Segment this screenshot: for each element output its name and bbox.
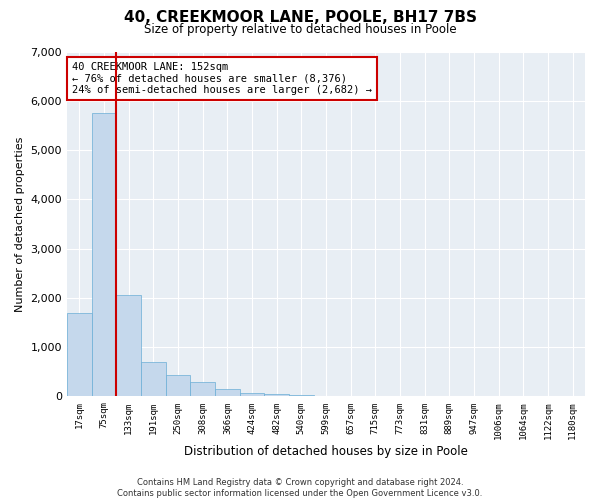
Bar: [239, 392, 265, 396]
Bar: [116, 296, 141, 396]
Bar: [215, 389, 239, 396]
Bar: [141, 362, 166, 396]
X-axis label: Distribution of detached houses by size in Poole: Distribution of detached houses by size …: [184, 444, 468, 458]
Text: Size of property relative to detached houses in Poole: Size of property relative to detached ho…: [143, 22, 457, 36]
Bar: [289, 395, 314, 396]
Bar: [190, 382, 215, 396]
Bar: [92, 113, 116, 397]
Y-axis label: Number of detached properties: Number of detached properties: [15, 136, 25, 312]
Bar: [265, 394, 289, 396]
Text: 40 CREEKMOOR LANE: 152sqm
← 76% of detached houses are smaller (8,376)
24% of se: 40 CREEKMOOR LANE: 152sqm ← 76% of detac…: [72, 62, 372, 95]
Bar: [166, 376, 190, 396]
Text: 40, CREEKMOOR LANE, POOLE, BH17 7BS: 40, CREEKMOOR LANE, POOLE, BH17 7BS: [124, 10, 476, 25]
Text: Contains HM Land Registry data © Crown copyright and database right 2024.
Contai: Contains HM Land Registry data © Crown c…: [118, 478, 482, 498]
Bar: [67, 312, 92, 396]
